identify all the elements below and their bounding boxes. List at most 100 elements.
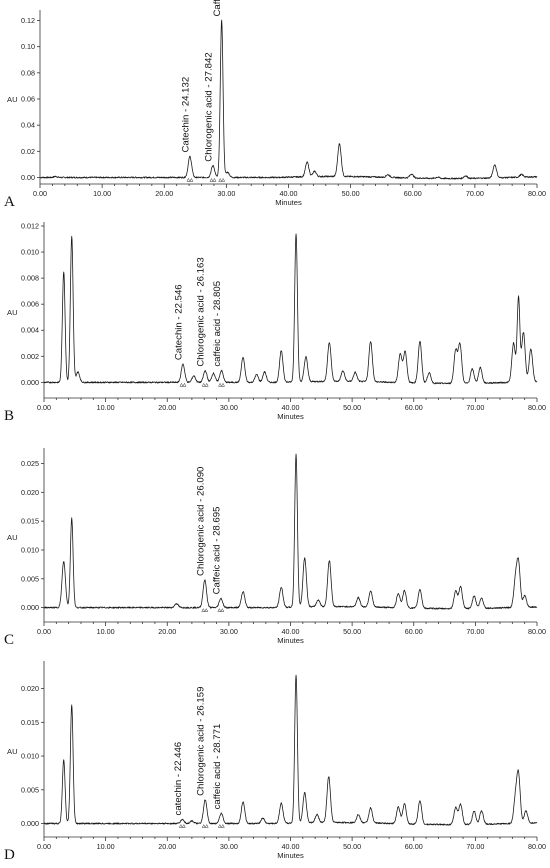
x-tick-label: 80.00 bbox=[528, 403, 546, 412]
y-tick-label: 0.020 bbox=[21, 488, 39, 497]
chromatogram-trace bbox=[43, 674, 538, 826]
chart-panel-a: 0.00 0.02 0.04 0.06 0.08 0.10 0.12 0.00 10.00 20.… bbox=[4, 0, 546, 210]
peak-boundary-marker bbox=[209, 177, 217, 182]
panel-letter: A bbox=[4, 194, 15, 210]
x-tick-label: 10.00 bbox=[97, 627, 115, 636]
x-tick-label: 30.00 bbox=[220, 403, 238, 412]
x-axis-title: Minutes bbox=[277, 636, 304, 645]
y-tick-label: 0.005 bbox=[21, 785, 39, 794]
panel-letter: C bbox=[4, 632, 14, 648]
peak-annotation: Caffeic acid - 29.244 bbox=[212, 0, 223, 17]
x-tick-label: 30.00 bbox=[217, 189, 235, 198]
chromatogram-trace bbox=[43, 453, 538, 610]
x-tick-label: 70.00 bbox=[466, 842, 484, 851]
y-tick-label: 0.012 bbox=[21, 222, 39, 231]
y-axis-title: AU bbox=[7, 308, 18, 317]
y-tick-label: 0.00 bbox=[21, 173, 35, 182]
peak-boundary-marker bbox=[217, 823, 225, 828]
x-tick-label: 50.00 bbox=[343, 403, 361, 412]
x-tick-label: 70.00 bbox=[466, 403, 484, 412]
y-tick-label: 0.08 bbox=[21, 68, 35, 77]
x-tick-label: 50.00 bbox=[343, 627, 361, 636]
x-tick-label: 70.00 bbox=[466, 627, 484, 636]
x-tick-label: 0.00 bbox=[37, 627, 51, 636]
peak-boundary-marker bbox=[218, 382, 225, 387]
y-tick-label: 0.010 bbox=[21, 752, 39, 761]
x-tick-label: 60.00 bbox=[404, 189, 422, 198]
peak-boundary-marker bbox=[201, 823, 209, 828]
x-tick-label: 20.00 bbox=[155, 189, 173, 198]
chart-panel-d: 0.000 0.005 0.010 0.015 0.020 0.00 10.00 20.00 3… bbox=[4, 661, 546, 863]
peak-annotation: Catechin - 24.132 bbox=[180, 77, 191, 153]
x-tick-label: 0.00 bbox=[33, 189, 47, 198]
x-tick-label: 80.00 bbox=[528, 842, 546, 851]
x-tick-label: 20.00 bbox=[158, 842, 176, 851]
x-tick-label: 50.00 bbox=[342, 189, 360, 198]
peak-annotation: catechin - 22.446 bbox=[173, 742, 184, 816]
x-tick-label: 0.00 bbox=[37, 403, 51, 412]
x-tick-label: 0.00 bbox=[37, 842, 51, 851]
x-tick-label: 40.00 bbox=[282, 403, 300, 412]
x-tick-label: 40.00 bbox=[282, 842, 300, 851]
x-tick-label: 80.00 bbox=[528, 627, 546, 636]
x-axis-title: Minutes bbox=[277, 412, 304, 421]
chart-panel-b: 0.000 0.002 0.004 0.006 0.008 0.010 0.012 0.00 1… bbox=[4, 222, 546, 425]
y-tick-label: 0.000 bbox=[21, 819, 39, 828]
chromatogram-trace bbox=[39, 19, 538, 180]
x-tick-label: 60.00 bbox=[405, 627, 423, 636]
peak-boundary-marker bbox=[201, 608, 209, 612]
x-tick-label: 60.00 bbox=[405, 842, 423, 851]
peak-annotation: Caffeic acid - 28.695 bbox=[211, 507, 222, 595]
y-tick-label: 0.006 bbox=[21, 300, 39, 309]
x-tick-label: 70.00 bbox=[466, 189, 484, 198]
peak-annotation: caffeic acid - 28.805 bbox=[212, 281, 223, 367]
peak-boundary-marker bbox=[179, 382, 187, 387]
y-axis-title: AU bbox=[7, 533, 18, 542]
x-tick-label: 20.00 bbox=[158, 627, 176, 636]
peak-annotation: Chlorogenic acid - 26.159 bbox=[196, 687, 207, 796]
x-tick-label: 80.00 bbox=[528, 189, 546, 198]
y-tick-label: 0.015 bbox=[21, 517, 39, 526]
x-tick-label: 10.00 bbox=[97, 403, 115, 412]
peak-boundary-marker bbox=[201, 382, 209, 387]
y-tick-label: 0.02 bbox=[21, 147, 35, 156]
y-tick-label: 0.005 bbox=[21, 574, 39, 583]
y-tick-label: 0.010 bbox=[21, 248, 39, 257]
x-tick-label: 40.00 bbox=[280, 189, 298, 198]
peak-annotation: Chlorogenic acid - 26.163 bbox=[196, 257, 207, 366]
x-tick-label: 20.00 bbox=[158, 403, 176, 412]
x-tick-label: 10.00 bbox=[93, 189, 111, 198]
x-axis-title: Minutes bbox=[275, 198, 302, 207]
y-tick-label: 0.06 bbox=[21, 95, 35, 104]
y-axis-title: AU bbox=[7, 95, 18, 104]
peak-annotation: Chlorogenic acid - 27.842 bbox=[203, 52, 214, 161]
panel-letter: B bbox=[4, 408, 14, 424]
y-tick-label: 0.004 bbox=[21, 326, 39, 335]
y-tick-label: 0.10 bbox=[21, 42, 35, 51]
y-tick-label: 0.008 bbox=[21, 274, 39, 283]
y-tick-label: 0.000 bbox=[21, 378, 39, 387]
peak-annotation: Chlorogenic acid - 26.090 bbox=[195, 467, 206, 576]
x-axis-title: Minutes bbox=[277, 851, 304, 860]
chromatogram-trace bbox=[43, 233, 538, 385]
peak-annotation: caffeic acid - 28.771 bbox=[212, 724, 223, 810]
peak-boundary-marker bbox=[178, 823, 186, 828]
x-tick-label: 30.00 bbox=[220, 627, 238, 636]
y-tick-label: 0.002 bbox=[21, 352, 39, 361]
peak-boundary-marker bbox=[217, 608, 225, 612]
x-tick-label: 60.00 bbox=[405, 403, 423, 412]
x-tick-label: 10.00 bbox=[97, 842, 115, 851]
y-tick-label: 0.04 bbox=[21, 121, 35, 130]
y-tick-label: 0.015 bbox=[21, 718, 39, 727]
x-tick-label: 40.00 bbox=[282, 627, 300, 636]
y-tick-label: 0.025 bbox=[21, 459, 39, 468]
panel-letter: D bbox=[4, 847, 15, 863]
y-tick-label: 0.000 bbox=[21, 603, 39, 612]
y-axis-title: AU bbox=[7, 747, 18, 756]
chart-panel-c: 0.000 0.005 0.010 0.015 0.020 0.025 0.00 10.00 2… bbox=[4, 448, 546, 648]
x-tick-label: 30.00 bbox=[220, 842, 238, 851]
y-tick-label: 0.020 bbox=[21, 684, 39, 693]
peak-boundary-marker bbox=[186, 177, 194, 182]
y-tick-label: 0.010 bbox=[21, 545, 39, 554]
